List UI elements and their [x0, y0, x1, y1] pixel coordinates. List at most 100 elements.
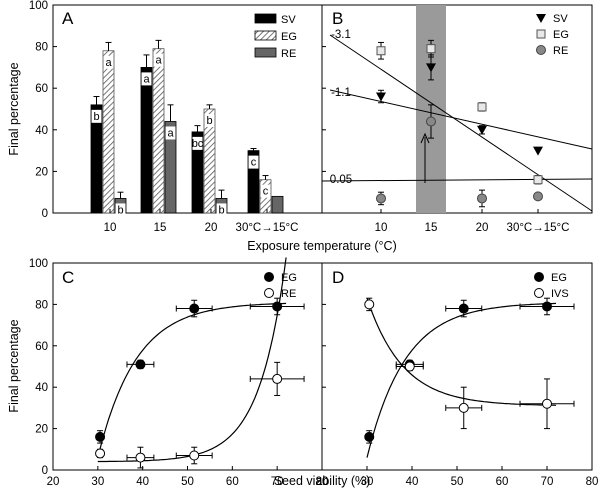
point-re — [426, 116, 436, 127]
point-re — [477, 193, 487, 204]
y-tick-label-c: 60 — [35, 341, 48, 353]
x-tick-label: 50 — [451, 476, 464, 488]
legend-label: EG — [551, 272, 567, 284]
bar-letter: c — [263, 186, 269, 198]
point-eg — [189, 303, 200, 314]
point-sv — [426, 63, 436, 73]
legend-label: SV — [281, 14, 296, 26]
bar-sv — [140, 67, 153, 214]
point-eg — [135, 359, 146, 370]
point-sv — [376, 92, 386, 102]
bar-letter: a — [155, 55, 162, 67]
bar-re — [271, 195, 284, 214]
x-tick-label: 20 — [47, 476, 60, 488]
legend-swatch-eg — [254, 30, 277, 41]
legend-marker-eg — [536, 29, 546, 39]
bar-eg — [102, 50, 115, 214]
x-tick-label: 50 — [181, 476, 194, 488]
point-re — [272, 373, 283, 384]
fit-line-label: -3.1 — [331, 29, 351, 41]
x-axis-label-bottom: Seed viability (%) — [274, 474, 371, 488]
x-tick-label-b: 15 — [425, 222, 438, 234]
point-ivs — [404, 361, 415, 372]
panel-letter: D — [332, 268, 344, 287]
y-tick-label-a: 80 — [35, 42, 48, 54]
legend-marker-eg — [264, 272, 274, 282]
point-re — [189, 450, 200, 461]
panel-letter: B — [332, 9, 343, 28]
fit-curve-ivs — [366, 297, 557, 406]
x-axis-label-top: Exposure temperature (°C) — [247, 239, 397, 253]
legend-marker-ivs — [534, 288, 544, 298]
arrow-head — [420, 132, 430, 144]
bar-letter-bg — [91, 109, 102, 123]
point-eg — [426, 44, 436, 54]
bar-letter: c — [251, 157, 257, 169]
fit-curve-re — [97, 257, 287, 463]
point-eg — [542, 301, 552, 312]
legend-marker-re — [264, 288, 274, 298]
legend-label: EG — [553, 29, 569, 41]
x-tick-label: 30 — [361, 476, 374, 488]
y-tick-label-c: 20 — [35, 424, 48, 436]
fit-line — [321, 178, 593, 182]
bar-letter: bc — [192, 138, 204, 150]
legend-label: IVS — [551, 288, 569, 300]
bar-eg — [152, 48, 165, 214]
bar-letter: b — [117, 204, 123, 216]
fit-line-label: 0.05 — [330, 174, 352, 186]
x-tick-label-a: 10 — [104, 222, 117, 234]
y-tick-label-a: 40 — [35, 125, 48, 137]
point-eg — [376, 46, 386, 56]
legend-swatch-sv — [254, 13, 277, 24]
bar-letter-bg — [192, 136, 203, 150]
fit-line-label: -1.1 — [331, 87, 351, 99]
legend-label: EG — [281, 31, 297, 43]
bar-letter: b — [218, 204, 224, 216]
y-axis-label-c: Final percentage — [7, 319, 21, 412]
fit-curve-eg — [366, 302, 557, 458]
x-tick-label: 70 — [271, 476, 284, 488]
legend-marker-sv — [536, 14, 546, 23]
y-axis-label-a: Final percentage — [7, 62, 21, 155]
legend-marker-eg — [534, 272, 544, 282]
bar-letter-bg — [141, 72, 152, 86]
x-tick-label: 40 — [136, 476, 149, 488]
point-ivs — [458, 402, 469, 413]
panel-b-frame — [321, 4, 593, 214]
bar-letter: b — [93, 111, 99, 123]
x-tick-label-a: 20 — [205, 222, 218, 234]
bar-letter-bg — [165, 126, 176, 140]
fit-curve-eg — [97, 302, 287, 458]
point-eg — [477, 102, 487, 112]
y-tick-label-c: 0 — [42, 465, 48, 477]
point-re — [376, 193, 386, 204]
x-tick-label-b: 30°C→15°C — [507, 222, 570, 234]
x-tick-label-b: 20 — [476, 222, 489, 234]
bar-letter-bg — [248, 155, 259, 169]
legend-swatch-re — [254, 47, 277, 58]
x-tick-label: 20 — [316, 476, 329, 488]
legend-marker-re — [536, 45, 546, 55]
bar-letter: a — [167, 127, 174, 139]
x-tick-label-b: 10 — [375, 222, 388, 234]
bar-letter-bg — [153, 53, 164, 67]
y-tick-label-a: 0 — [42, 208, 48, 220]
x-tick-label-a: 30°C→15°C — [236, 222, 299, 234]
bar-letter-bg — [216, 203, 227, 217]
x-tick-label: 80 — [316, 476, 329, 488]
point-re — [533, 191, 543, 202]
panel-letter: C — [62, 268, 74, 287]
bar-letter-bg — [103, 55, 114, 69]
fit-line — [329, 89, 593, 150]
point-sv — [533, 146, 543, 156]
panel-letter: A — [62, 9, 74, 28]
x-tick-label: 80 — [586, 476, 599, 488]
y-tick-label-c: 80 — [35, 299, 48, 311]
legend-label: RE — [281, 48, 296, 60]
point-eg — [533, 175, 543, 185]
legend-label: RE — [281, 288, 296, 300]
point-re — [95, 448, 106, 459]
x-tick-label: 60 — [226, 476, 239, 488]
